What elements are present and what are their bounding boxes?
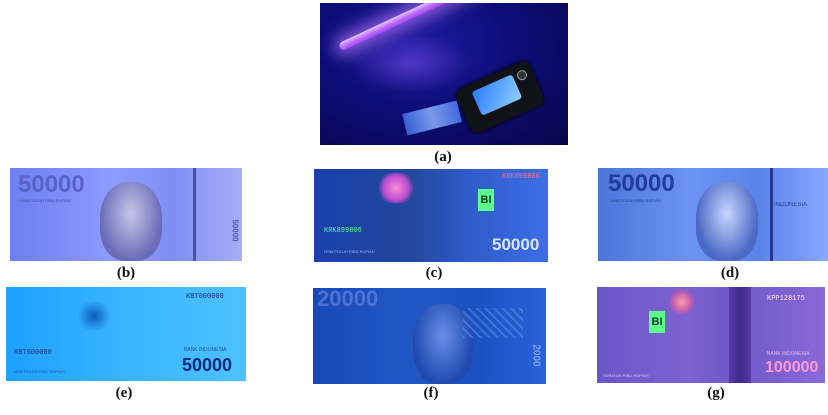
small-text-b: LIMA PULUH RIBU RUPIAH [20,198,71,203]
banknote-e: KBT000000 KBT000000 LIMA PULUH RIBU RUPI… [6,287,246,381]
security-thread-b [193,168,196,261]
denomination-d: 50000 [608,170,675,197]
caption-e: (e) [115,385,133,401]
phone-screen [471,74,523,116]
caption-b: (b) [116,265,136,281]
small-text-e: LIMA PULUH RIBU RUPIAH [14,369,65,374]
pattern-f [463,308,523,338]
photo-uv-lamp-setup [320,3,568,145]
vertical-denomination-b: 50000 [230,219,240,242]
small-text-c: LIMA PULUH RIBU RUPIAH [324,249,375,254]
portrait-d [696,182,758,261]
serial-bottom-c: KRK899806 [324,227,362,235]
portrait-b [100,182,162,261]
denomination-c: 50000 [492,235,540,254]
camera-lens-icon [515,68,529,82]
bank-g: BANK INDONESIA [767,351,810,357]
serial-top-e: KBT000000 [186,293,224,301]
bank-d: INDONESIA [774,202,808,208]
bi-mark-c: BI [478,189,494,211]
serial-bottom-e: KBT000000 [14,349,52,357]
security-thread-d [770,168,773,261]
lamp-glow [350,33,470,93]
denomination-g: 100000 [765,359,819,376]
caption-g: (g) [707,385,725,401]
denomination-f: 20000 [317,288,379,311]
vertical-denomination-f: 2000 [530,344,542,367]
flower-motif-g [669,289,695,315]
caption-f: (f) [423,385,439,401]
serial-top-c: KRK899806 [502,173,540,181]
small-text-g: SERATUS RIBU RUPIAH [603,373,649,378]
banknote-b: 50000 LIMA PULUH RIBU RUPIAH 50000 [10,168,242,261]
small-text-d: LIMA PULUH RIBU RUPIAH [610,198,661,203]
denomination-e: 50000 [182,355,233,375]
banknote-d: 50000 LIMA PULUH RIBU RUPIAH INDONESIA [598,168,828,261]
bi-mark-g: BI [649,311,665,333]
bank-e: BANK INDONESIA [184,347,227,353]
banknote-g: KPP128175 BI BANK INDONESIA SERATUS RIBU… [597,287,825,383]
caption-d: (d) [720,265,740,281]
caption-a: (a) [434,149,452,165]
serial-top-g: KPP128175 [767,295,805,303]
banknote-under-uv [402,100,462,136]
bird-motif-e [76,301,112,331]
denomination-b: 50000 [18,171,85,198]
banknote-f: 20000 2000 [313,288,546,384]
caption-c: (c) [425,265,443,281]
security-thread-g [729,287,751,383]
portrait-f [413,304,473,384]
flower-motif-c [376,173,416,203]
banknote-c: KRK899806 BI KRK899806 LIMA PULUH RIBU R… [314,169,548,262]
